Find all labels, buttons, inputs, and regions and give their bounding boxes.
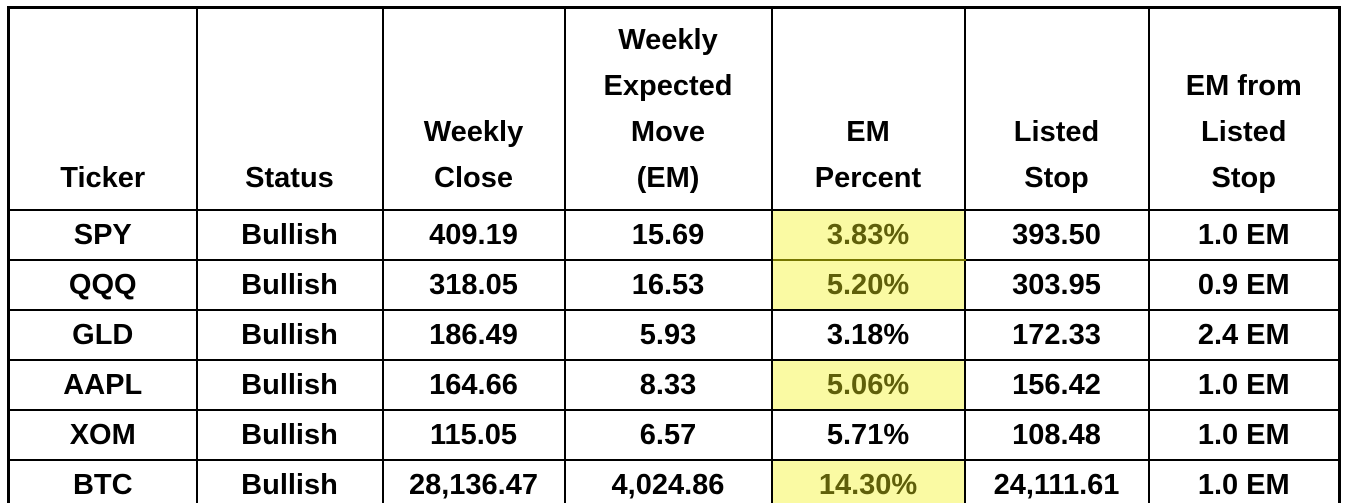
column-header-weekly_expected_move: Weekly Expected Move (EM)	[563, 6, 773, 211]
cell-weekly_close: 28,136.47	[381, 459, 566, 503]
cell-ticker: SPY	[7, 209, 198, 261]
cell-listed_stop: 393.50	[963, 209, 1150, 261]
column-header-em_percent: EM Percent	[770, 6, 966, 211]
column-header-listed_stop: Listed Stop	[963, 6, 1150, 211]
cell-em_from_listed_stop: 0.9 EM	[1147, 259, 1341, 311]
cell-em-percent-highlighted: 14.30%	[770, 459, 966, 503]
cell-ticker: XOM	[7, 409, 198, 461]
column-header-status: Status	[195, 6, 384, 211]
cell-weekly_expected_move: 16.53	[563, 259, 773, 311]
cell-ticker: GLD	[7, 309, 198, 361]
cell-weekly_close: 409.19	[381, 209, 566, 261]
cell-weekly_close: 164.66	[381, 359, 566, 411]
cell-ticker: QQQ	[7, 259, 198, 311]
cell-status: Bullish	[195, 459, 384, 503]
cell-weekly_expected_move: 15.69	[563, 209, 773, 261]
cell-em_from_listed_stop: 1.0 EM	[1147, 209, 1341, 261]
cell-em_from_listed_stop: 2.4 EM	[1147, 309, 1341, 361]
table-row-btc: BTC Bullish 28,136.47 4,024.86 14.30% 24,111.…	[7, 459, 1341, 503]
cell-ticker: AAPL	[7, 359, 198, 411]
cell-em_from_listed_stop: 1.0 EM	[1147, 459, 1341, 503]
expected-move-table: Ticker Status Weekly Close Weekly Expected …	[7, 6, 1341, 503]
cell-listed_stop: 303.95	[963, 259, 1150, 311]
cell-weekly_expected_move: 8.33	[563, 359, 773, 411]
table-row-spy: SPY Bullish 409.19 15.69 3.83% 393.50 1.0 EM	[7, 209, 1341, 261]
cell-weekly_expected_move: 4,024.86	[563, 459, 773, 503]
cell-weekly_close: 318.05	[381, 259, 566, 311]
cell-em-percent-highlighted: 5.06%	[770, 359, 966, 411]
column-header-em_from_listed_stop: EM from Listed Stop	[1147, 6, 1341, 211]
cell-weekly_close: 186.49	[381, 309, 566, 361]
cell-em-percent-highlighted: 5.20%	[770, 259, 966, 311]
column-header-weekly_close: Weekly Close	[381, 6, 566, 211]
table-row-xom: XOM Bullish 115.05 6.57 5.71% 108.48 1.0 EM	[7, 409, 1341, 461]
cell-status: Bullish	[195, 309, 384, 361]
cell-status: Bullish	[195, 259, 384, 311]
cell-weekly_close: 115.05	[381, 409, 566, 461]
table-row-gld: GLD Bullish 186.49 5.93 3.18% 172.33 2.4 EM	[7, 309, 1341, 361]
cell-weekly_expected_move: 5.93	[563, 309, 773, 361]
cell-status: Bullish	[195, 359, 384, 411]
cell-weekly_expected_move: 6.57	[563, 409, 773, 461]
cell-status: Bullish	[195, 209, 384, 261]
cell-em_percent: 5.71%	[770, 409, 966, 461]
cell-em_from_listed_stop: 1.0 EM	[1147, 359, 1341, 411]
column-header-ticker: Ticker	[7, 6, 198, 211]
cell-ticker: BTC	[7, 459, 198, 503]
cell-em_percent: 3.18%	[770, 309, 966, 361]
cell-listed_stop: 24,111.61	[963, 459, 1150, 503]
table-row-aapl: AAPL Bullish 164.66 8.33 5.06% 156.42 1.0 EM	[7, 359, 1341, 411]
cell-em_from_listed_stop: 1.0 EM	[1147, 409, 1341, 461]
cell-status: Bullish	[195, 409, 384, 461]
cell-listed_stop: 172.33	[963, 309, 1150, 361]
table-header-row: Ticker Status Weekly Close Weekly Expected …	[7, 6, 1341, 211]
cell-listed_stop: 108.48	[963, 409, 1150, 461]
cell-em-percent-highlighted: 3.83%	[770, 209, 966, 261]
table-row-qqq: QQQ Bullish 318.05 16.53 5.20% 303.95 0.9 EM	[7, 259, 1341, 311]
cell-listed_stop: 156.42	[963, 359, 1150, 411]
